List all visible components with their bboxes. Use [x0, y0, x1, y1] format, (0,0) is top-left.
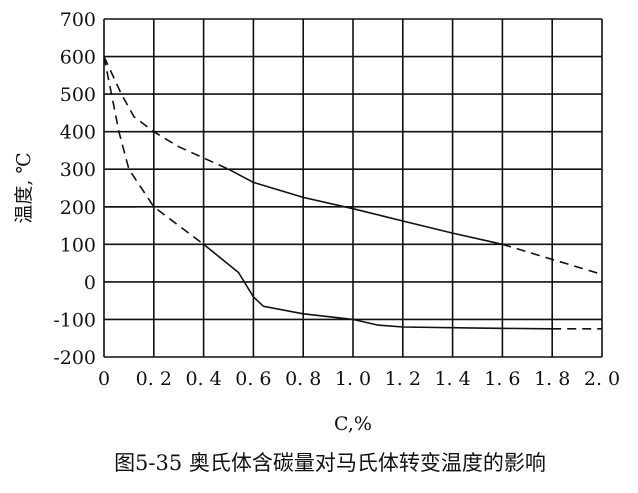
x-tick-labels: 0 0. 2 0. 4 0. 6 0. 8 1. 0 1. 2 1. 4 1. 6 1. 8 2. …: [98, 368, 620, 390]
solid-curve: [228, 168, 503, 246]
y-tick-labels: 700 600 500 400 300 200 100 0 -100 -200: [53, 9, 96, 369]
dashed-curve: [103, 56, 229, 170]
x-tick-label: 1. 4: [434, 368, 470, 390]
x-tick-label: 1. 8: [534, 368, 570, 390]
y-tick-label: 700: [60, 9, 96, 31]
y-tick-label: 500: [60, 84, 96, 106]
x-tick-label: 1. 0: [335, 368, 371, 390]
y-tick-label: 200: [60, 197, 96, 219]
x-tick-label: 2. 0: [584, 368, 620, 390]
x-tick-label: 0. 6: [235, 368, 271, 390]
y-tick-label: 300: [60, 159, 96, 181]
figure-caption: 图5-35 奥氏体含碳量对马氏体转变温度的影响: [114, 451, 546, 475]
y-tick-label: 400: [60, 122, 96, 144]
x-tick-label: 0. 2: [136, 368, 172, 390]
x-tick-label: 1. 6: [484, 368, 520, 390]
dashed-curve: [502, 243, 603, 276]
y-tick-label: 100: [60, 234, 96, 256]
y-axis-label: 温度, ℃: [13, 152, 35, 223]
x-tick-label: 0. 8: [285, 368, 321, 390]
y-tick-label: -100: [53, 309, 96, 331]
y-tick-label: 0: [84, 272, 96, 294]
dashed-curve: [103, 56, 205, 245]
x-tick-label: 1. 2: [385, 368, 421, 390]
y-tick-label: -200: [53, 347, 96, 369]
series-lines: [103, 56, 603, 330]
y-tick-label: 600: [60, 47, 96, 69]
solid-curve: [203, 243, 553, 330]
x-tick-label: 0: [98, 368, 110, 390]
grid: [103, 18, 603, 358]
x-tick-label: 0. 4: [185, 368, 221, 390]
x-axis-label: C,%: [334, 413, 372, 435]
